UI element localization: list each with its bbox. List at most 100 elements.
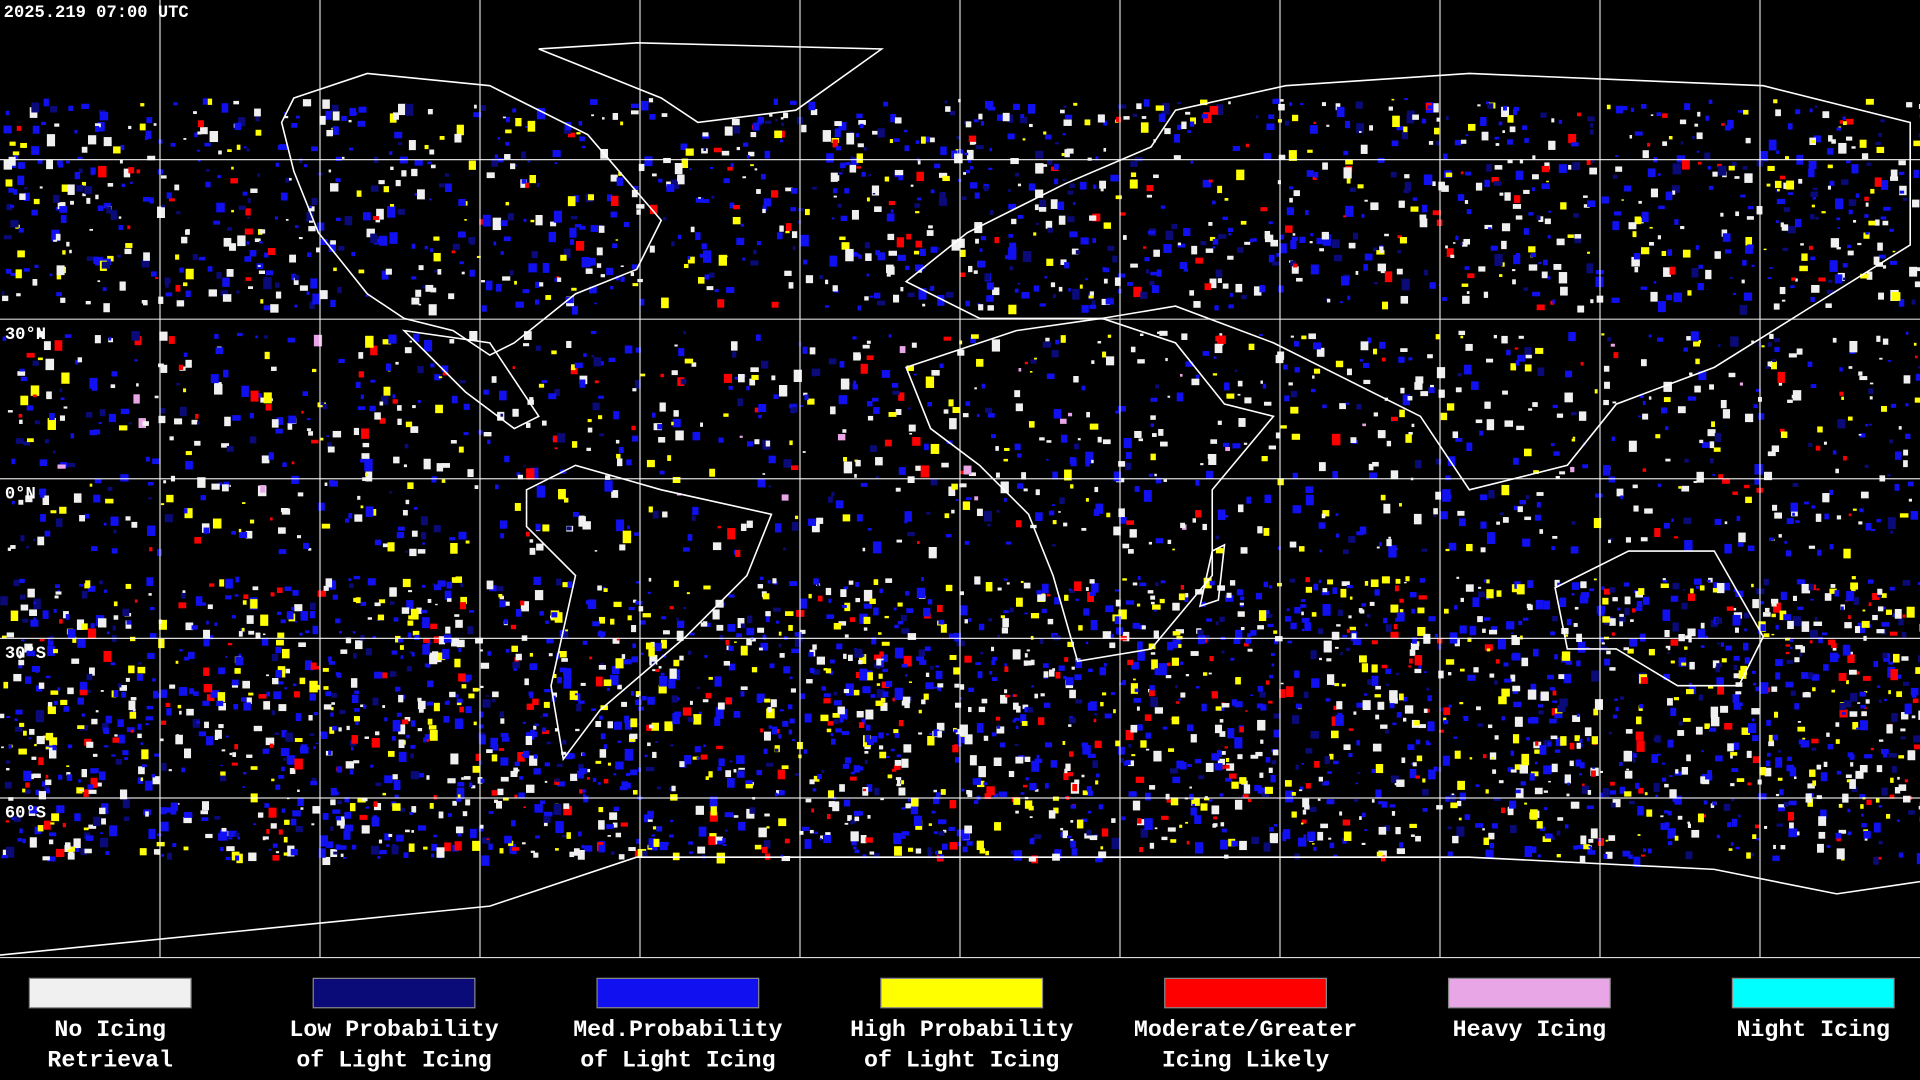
icing-pixel — [1412, 637, 1417, 644]
icing-pixel — [740, 691, 745, 697]
icing-pixel — [781, 122, 784, 127]
icing-pixel — [1486, 532, 1496, 545]
icing-pixel — [158, 415, 166, 424]
icing-pixel — [1486, 589, 1494, 599]
icing-pixel — [1314, 171, 1319, 178]
icing-pixel — [41, 121, 47, 126]
icing-pixel — [86, 197, 91, 204]
icing-pixel — [181, 236, 188, 244]
icing-pixel — [1835, 468, 1839, 474]
icing-pixel — [862, 344, 870, 349]
icing-pixel — [881, 681, 890, 689]
icing-pixel — [1514, 195, 1521, 203]
icing-pixel — [4, 781, 12, 789]
icing-pixel — [1012, 103, 1020, 110]
icing-pixel — [864, 745, 871, 750]
icing-pixel — [1751, 583, 1754, 588]
icing-pixel — [1697, 629, 1705, 639]
icing-pixel — [631, 425, 636, 431]
icing-pixel — [1636, 740, 1645, 752]
icing-pixel — [1373, 247, 1377, 252]
icing-pixel — [1835, 832, 1842, 840]
icing-pixel — [370, 345, 378, 356]
icing-pixel — [594, 380, 599, 384]
icing-pixel — [1358, 655, 1367, 663]
icing-pixel — [445, 183, 452, 192]
icing-pixel — [1452, 835, 1459, 844]
icing-pixel — [903, 655, 912, 667]
icing-pixel — [1513, 106, 1519, 112]
icing-pixel — [1390, 631, 1399, 638]
icing-pixel — [1308, 333, 1316, 340]
icing-pixel — [965, 169, 971, 174]
icing-pixel — [70, 433, 75, 439]
icing-pixel — [219, 829, 228, 841]
icing-pixel — [1553, 700, 1558, 704]
icing-pixel — [957, 349, 965, 356]
icing-pixel — [290, 818, 297, 826]
icing-pixel — [73, 493, 82, 503]
icing-pixel — [1622, 850, 1631, 857]
icing-pixel — [1053, 409, 1062, 419]
icing-pixel — [1191, 378, 1200, 386]
icing-pixel — [826, 728, 832, 733]
icing-pixel — [1305, 209, 1309, 216]
icing-pixel — [459, 379, 466, 384]
icing-pixel — [13, 152, 19, 160]
icing-pixel — [68, 105, 74, 112]
icing-pixel — [558, 488, 566, 500]
icing-pixel — [975, 662, 981, 666]
icing-pixel — [811, 368, 821, 377]
icing-pixel — [1043, 164, 1048, 167]
icing-pixel — [349, 107, 357, 116]
icing-pixel — [945, 534, 952, 538]
icing-pixel — [901, 663, 908, 668]
icing-pixel — [18, 162, 25, 169]
icing-pixel — [836, 643, 843, 650]
icing-pixel — [405, 499, 410, 505]
icing-pixel — [306, 291, 310, 296]
icing-pixel — [1155, 105, 1165, 111]
icing-pixel — [555, 848, 559, 851]
icing-pixel — [1336, 533, 1340, 538]
icing-pixel — [47, 856, 56, 862]
icing-pixel — [1087, 753, 1096, 759]
icing-pixel — [263, 277, 272, 290]
icing-pixel — [652, 826, 657, 830]
icing-pixel — [1657, 173, 1661, 176]
icing-pixel — [1377, 701, 1385, 710]
icing-pixel — [509, 270, 514, 276]
icing-pixel — [291, 461, 295, 465]
icing-pixel — [1276, 252, 1281, 257]
icing-pixel — [1734, 176, 1740, 179]
icing-pixel — [1766, 183, 1771, 187]
icing-pixel — [1085, 278, 1088, 281]
icing-pixel — [1625, 537, 1631, 543]
icing-pixel — [35, 789, 41, 796]
icing-pixel — [566, 340, 572, 349]
icing-pixel — [47, 645, 55, 656]
icing-pixel — [1290, 390, 1298, 398]
icing-pixel — [1807, 361, 1813, 368]
icing-pixel — [1081, 818, 1088, 822]
icing-pixel — [1143, 489, 1152, 502]
icing-pixel — [279, 144, 288, 150]
icing-pixel — [1548, 780, 1551, 783]
icing-pixel — [533, 731, 538, 738]
icing-pixel — [124, 248, 132, 255]
icing-pixel — [1390, 171, 1397, 178]
icing-pixel — [778, 385, 788, 397]
icing-pixel — [1394, 547, 1398, 550]
icing-pixel — [1035, 150, 1044, 159]
icing-pixel — [215, 347, 224, 355]
icing-pixel — [1858, 521, 1863, 525]
icing-pixel — [1125, 600, 1135, 605]
icing-pixel — [22, 788, 26, 793]
icing-pixel — [353, 427, 360, 436]
icing-pixel — [1576, 713, 1580, 717]
icing-pixel — [1698, 694, 1704, 701]
icing-pixel — [194, 440, 201, 446]
icing-pixel — [845, 248, 854, 262]
icing-pixel — [1043, 671, 1049, 678]
icing-pixel — [1378, 826, 1387, 835]
